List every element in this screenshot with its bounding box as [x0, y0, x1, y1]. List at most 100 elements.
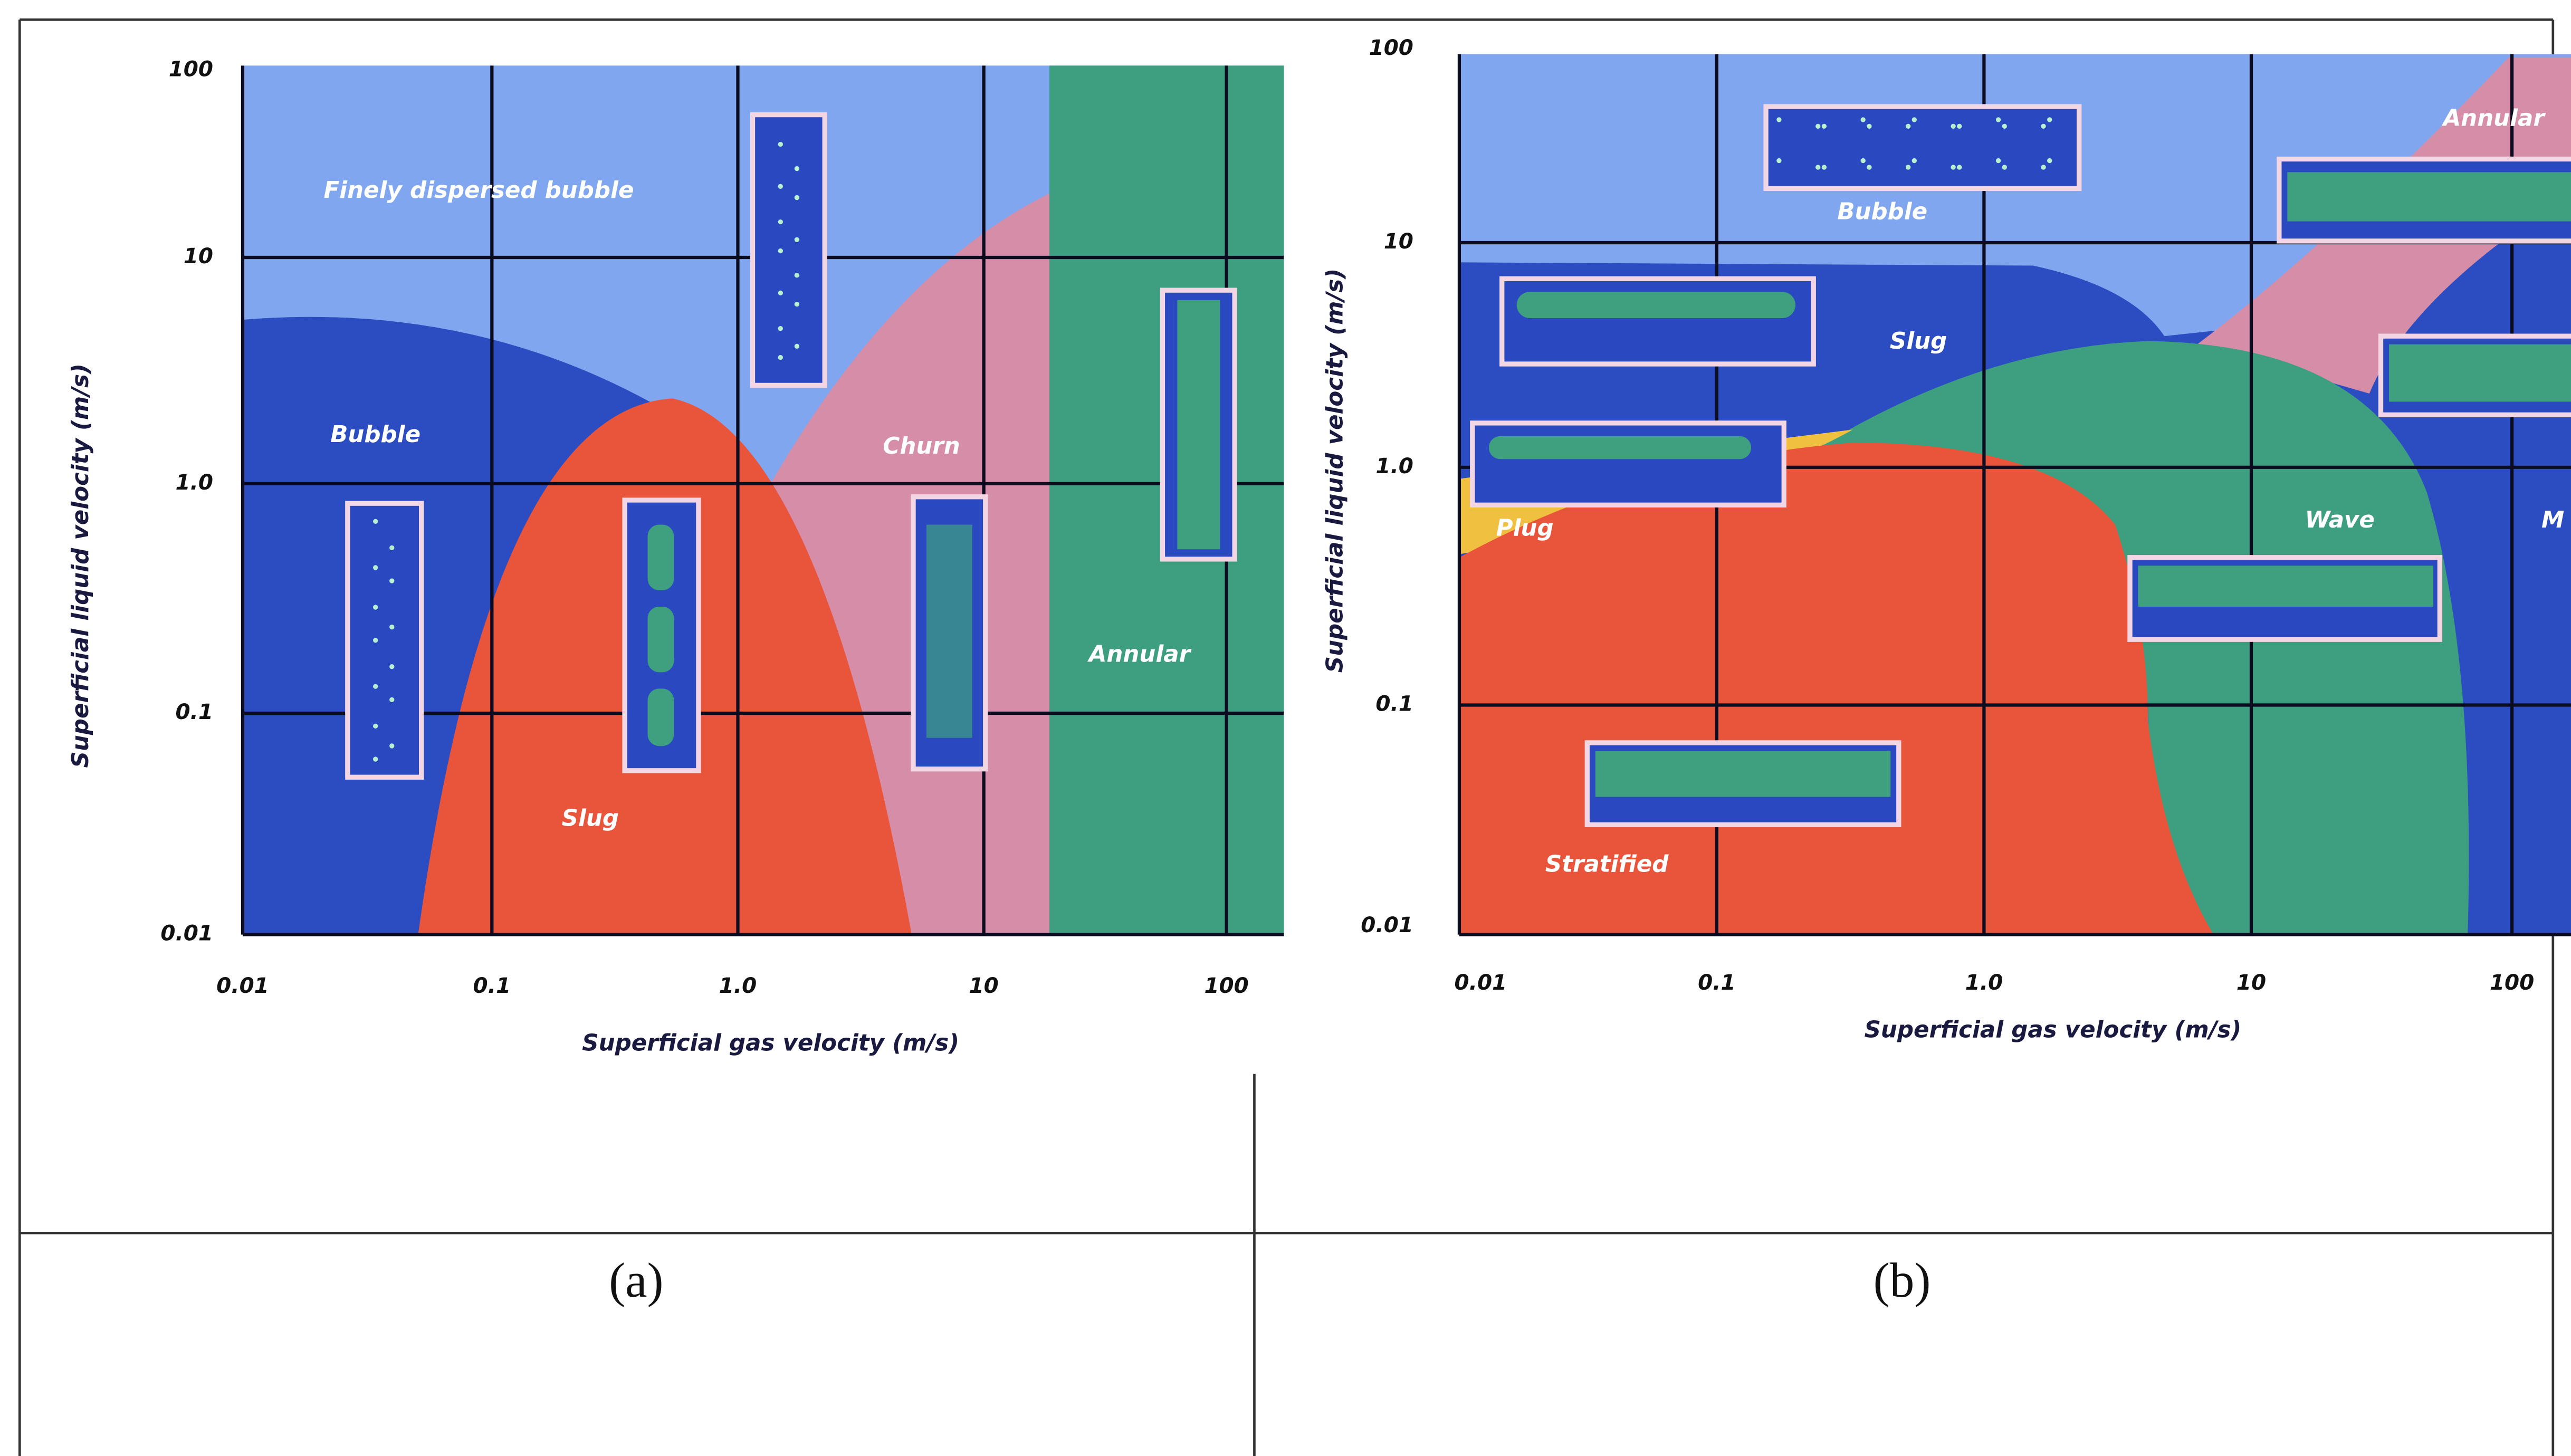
inset-bubble: [373, 519, 378, 524]
y-tick-label: 10: [1384, 228, 1413, 254]
inset-bubble: [389, 697, 394, 702]
inset-bubble: [1861, 158, 1866, 163]
inset-detail: [2389, 344, 2571, 402]
inset-bubble: [778, 291, 783, 295]
region-label: Wave: [2305, 507, 2375, 533]
x-tick-label: 0.1: [473, 973, 511, 998]
x-axis-title: Superficial gas velocity (m/s): [582, 1030, 959, 1056]
inset-bubble: [795, 344, 799, 349]
region-label: Slug: [562, 806, 619, 832]
inset-bubble: [778, 326, 783, 331]
inset-image: [752, 115, 825, 386]
x-tick-label: 1.0: [719, 973, 757, 998]
y-tick-label: 1.0: [175, 470, 213, 495]
region-label: Annular: [2442, 105, 2546, 131]
region-label: Stratified: [1545, 851, 1669, 878]
inset-bubble: [1861, 117, 1866, 122]
inset-bubble: [1957, 165, 1962, 169]
x-tick-label: 100: [1204, 973, 1248, 998]
y-tick-label: 100: [1369, 35, 1413, 60]
inset-bubble: [2041, 124, 2046, 129]
inset-bubble: [1906, 124, 1910, 129]
inset-bubble: [373, 638, 378, 643]
x-tick-label: 0.1: [1698, 970, 1736, 995]
y-tick-label: 0.01: [1361, 912, 1413, 937]
y-tick-label: 0.1: [1375, 691, 1413, 716]
inset-image: [1502, 279, 1813, 364]
inset-detail: [1595, 751, 1890, 797]
inset-bubble: [1867, 124, 1871, 129]
x-tick-label: 0.01: [216, 973, 269, 998]
inset-bubble: [1996, 117, 2001, 122]
inset-bubble: [778, 219, 783, 224]
y-tick-label: 1.0: [1375, 453, 1413, 478]
inset-bubble: [778, 248, 783, 253]
inset-detail: [2138, 566, 2433, 607]
x-tick-label: 100: [2490, 970, 2534, 995]
x-axis-title: Superficial gas velocity (m/s): [1865, 1017, 2242, 1043]
caption: (b): [1874, 1253, 1931, 1308]
inset-bubble: [2041, 165, 2046, 169]
inset-bubble: [1815, 165, 1820, 169]
inset-bubble: [373, 684, 378, 689]
inset-bubble: [1951, 124, 1955, 129]
panel-b: Bubble Slug Plug Wave Stratified Annular…: [1322, 35, 2571, 1308]
inset-detail: [648, 525, 674, 590]
caption: (a): [609, 1253, 663, 1308]
inset-bubble: [373, 756, 378, 761]
inset-bubble: [2002, 165, 2007, 169]
inset-bubble: [389, 664, 394, 669]
inset-detail: [2287, 172, 2571, 221]
inset-bubble: [795, 302, 799, 306]
y-tick-label: 0.01: [160, 921, 213, 946]
inset-bubble: [2047, 158, 2052, 163]
y-tick-label: 100: [169, 56, 213, 82]
inset-bubble: [373, 605, 378, 609]
region-label: Slug: [1890, 328, 1947, 355]
inset-bubble: [795, 273, 799, 277]
inset-detail: [648, 607, 674, 672]
inset-detail: [648, 688, 674, 746]
y-axis-title: Superficial liquid velocity (m/s): [68, 363, 94, 768]
x-tick-label: 10: [2237, 970, 2266, 995]
inset-bubble: [373, 724, 378, 729]
region-label: Plug: [1496, 515, 1554, 541]
inset-image: [348, 503, 422, 777]
inset-bubble: [2002, 124, 2007, 129]
inset-bubble: [2047, 117, 2052, 122]
panel-a: Finely dispersed bubble Bubble Slug Chur…: [68, 56, 1284, 1308]
region-label: M: [2541, 507, 2564, 533]
inset-bubble: [1906, 165, 1910, 169]
inset-bubble: [1996, 158, 2001, 163]
inset-bubble: [778, 142, 783, 147]
x-tick-label: 10: [969, 973, 999, 998]
inset-bubble: [1822, 165, 1827, 169]
inset-detail: [1489, 436, 1751, 459]
inset-bubble: [1822, 124, 1827, 129]
inset-bubble: [778, 184, 783, 189]
inset-image: [1766, 107, 2079, 188]
inset-bubble: [1912, 158, 1917, 163]
inset-bubble: [373, 565, 378, 570]
inset-bubble: [1815, 124, 1820, 129]
y-tick-label: 10: [184, 243, 213, 269]
inset-bubble: [389, 625, 394, 629]
inset-bubble: [795, 166, 799, 171]
inset-bubble: [389, 743, 394, 748]
inset-bubble: [1951, 165, 1955, 169]
inset-bubble: [389, 578, 394, 583]
x-tick-label: 0.01: [1455, 970, 1507, 995]
x-tick-label: 1.0: [1965, 970, 2003, 995]
inset-bubble: [1912, 117, 1917, 122]
inset-bubble: [1957, 124, 1962, 129]
region-label: Bubble: [1837, 199, 1927, 225]
inset-bubble: [1776, 158, 1781, 163]
inset-detail: [1177, 300, 1220, 549]
region-label: Finely dispersed bubble: [323, 177, 634, 204]
inset-image: [1473, 423, 1784, 505]
inset-bubble: [795, 195, 799, 200]
inset-detail: [1517, 292, 1795, 318]
region-label: Churn: [883, 433, 960, 459]
inset-bubble: [778, 355, 783, 360]
inset-bubble: [1776, 117, 1781, 122]
